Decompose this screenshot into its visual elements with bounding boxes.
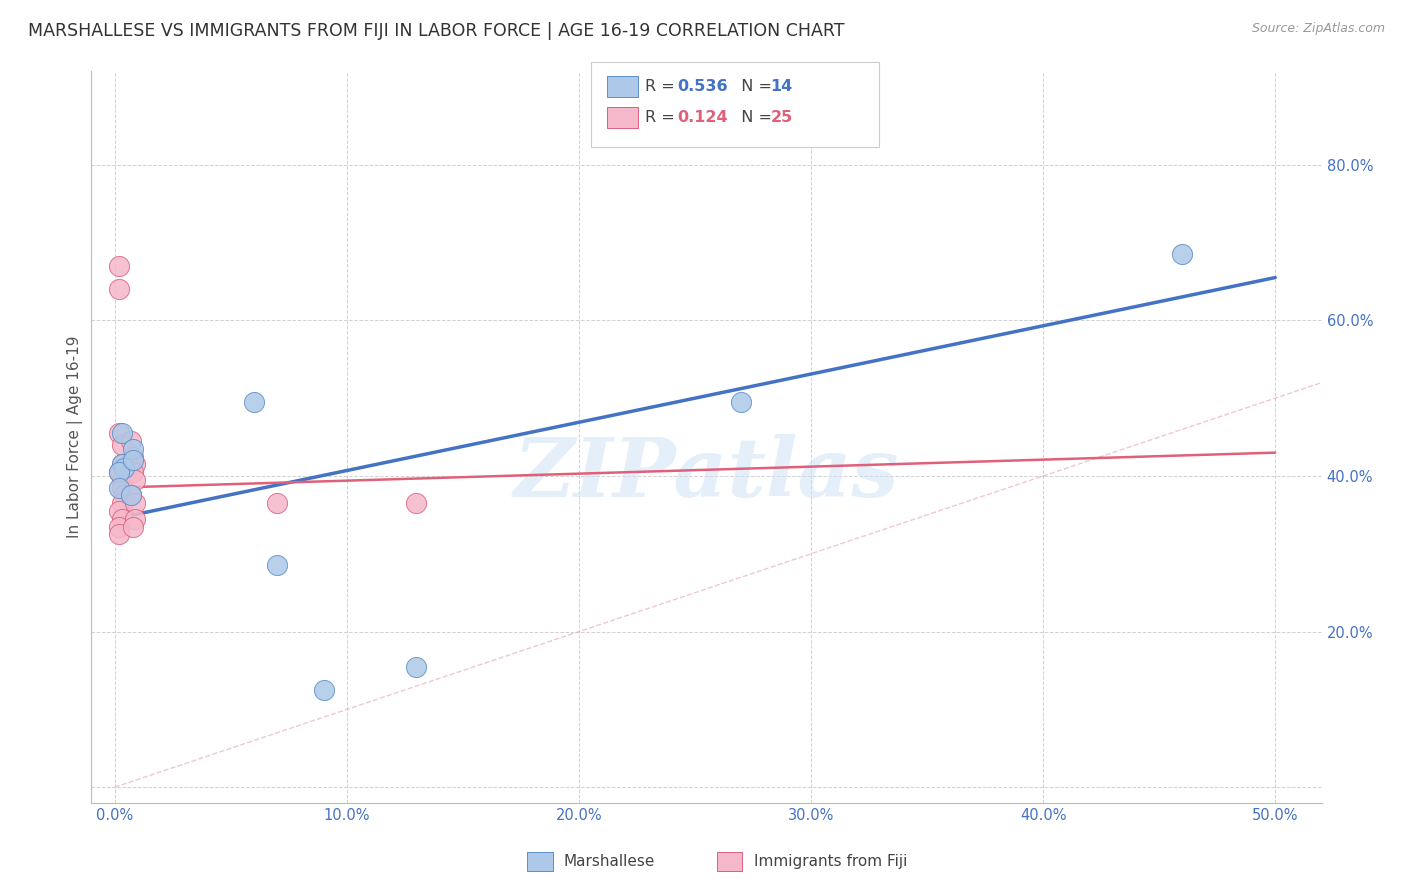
Point (120, 488, 142, 502)
Point (120, 488, 142, 502)
Text: 0.124: 0.124 (678, 111, 728, 125)
Point (108, 282, 131, 296)
Point (266, 558, 288, 573)
Point (122, 450, 145, 464)
Text: 25: 25 (770, 111, 793, 125)
Point (124, 512, 146, 526)
Point (108, 519, 131, 533)
Point (266, 496, 288, 510)
Point (120, 434, 142, 448)
Point (122, 442, 145, 456)
Point (122, 519, 145, 533)
Point (108, 426, 131, 441)
Point (405, 659, 427, 673)
Text: Immigrants from Fiji: Immigrants from Fiji (754, 855, 907, 869)
Point (112, 461, 135, 475)
Text: 0.536: 0.536 (678, 79, 728, 94)
Point (124, 496, 146, 510)
Point (108, 465, 131, 479)
Text: N =: N = (731, 111, 778, 125)
Point (110, 458, 132, 472)
Point (110, 512, 132, 526)
Point (112, 488, 135, 502)
Point (1171, 247, 1194, 261)
Point (122, 453, 145, 467)
Point (110, 481, 132, 495)
Text: R =: R = (645, 79, 681, 94)
Point (108, 504, 131, 518)
Point (110, 473, 132, 487)
Text: R =: R = (645, 111, 681, 125)
Point (108, 527, 131, 541)
Point (124, 458, 146, 472)
Point (405, 496, 427, 510)
Text: Source: ZipAtlas.com: Source: ZipAtlas.com (1251, 22, 1385, 36)
Point (110, 426, 132, 441)
Point (730, 395, 752, 409)
Point (110, 438, 132, 452)
Point (110, 458, 132, 472)
Point (124, 473, 146, 487)
Text: 14: 14 (770, 79, 793, 94)
Point (108, 259, 131, 273)
Text: MARSHALLESE VS IMMIGRANTS FROM FIJI IN LABOR FORCE | AGE 16-19 CORRELATION CHART: MARSHALLESE VS IMMIGRANTS FROM FIJI IN L… (28, 22, 845, 40)
Text: Marshallese: Marshallese (564, 855, 655, 869)
Text: N =: N = (731, 79, 778, 94)
Text: ZIPatlas: ZIPatlas (513, 434, 900, 514)
Point (122, 465, 145, 479)
Point (312, 683, 335, 698)
Point (243, 395, 266, 409)
Point (108, 465, 131, 479)
Point (108, 481, 131, 495)
Point (110, 496, 132, 510)
Y-axis label: In Labor Force | Age 16-19: In Labor Force | Age 16-19 (67, 335, 83, 539)
